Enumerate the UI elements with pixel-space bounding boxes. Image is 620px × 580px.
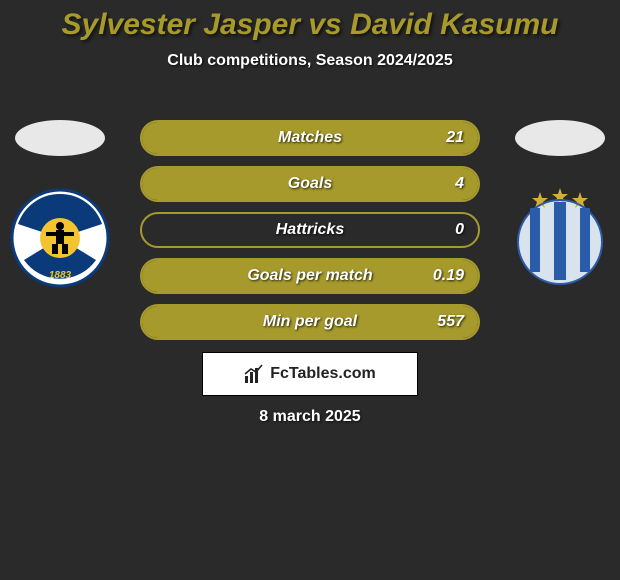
player-right-face: [515, 120, 605, 156]
stat-row: Matches 21: [140, 120, 480, 156]
bristol-rovers-badge-icon: 1883: [10, 188, 110, 288]
club-badge-right: [510, 188, 610, 288]
stat-label: Goals: [288, 175, 332, 193]
stats-panel: Matches 21 Goals 4 Hattricks 0 Goals per match…: [140, 120, 480, 350]
stat-label: Matches: [278, 129, 342, 147]
stat-value-right: 0.19: [433, 267, 464, 285]
stat-row: Goals 4: [140, 166, 480, 202]
club-badge-left: 1883: [10, 188, 110, 288]
player-left-face: [15, 120, 105, 156]
date-line: 8 march 2025: [0, 408, 620, 426]
chart-icon: [244, 364, 264, 384]
stat-label: Min per goal: [263, 313, 357, 331]
stat-row: Min per goal 557: [140, 304, 480, 340]
comparison-subtitle: Club competitions, Season 2024/2025: [0, 52, 620, 70]
stat-value-right: 4: [455, 175, 464, 193]
title-left: Sylvester Jasper vs David Kasumu: [62, 8, 559, 41]
brand-text: FcTables.com: [270, 365, 376, 383]
stat-value-right: 557: [437, 313, 464, 331]
stat-value-right: 0: [455, 221, 464, 239]
player-right-column: [500, 120, 620, 288]
brand-box[interactable]: FcTables.com: [202, 352, 418, 396]
huddersfield-badge-icon: [510, 188, 610, 288]
stat-row: Hattricks 0: [140, 212, 480, 248]
svg-text:1883: 1883: [49, 270, 72, 281]
stat-label: Goals per match: [247, 267, 372, 285]
stat-label: Hattricks: [276, 221, 344, 239]
player-left-column: 1883: [0, 120, 120, 288]
stat-value-right: 21: [446, 129, 464, 147]
stat-row: Goals per match 0.19: [140, 258, 480, 294]
comparison-title: Sylvester Jasper vs David Kasumu: [0, 0, 620, 42]
